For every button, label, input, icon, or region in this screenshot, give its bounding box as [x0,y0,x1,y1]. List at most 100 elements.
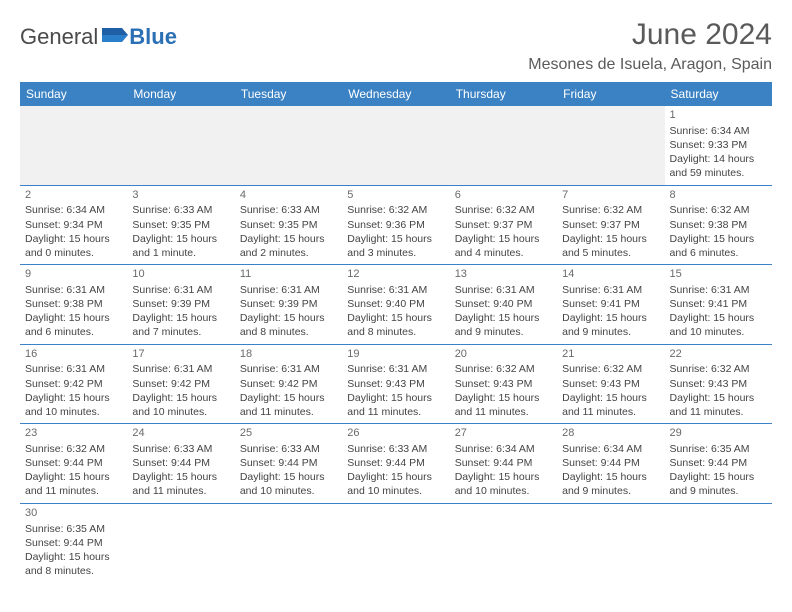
calendar-cell: 25Sunrise: 6:33 AMSunset: 9:44 PMDayligh… [235,424,342,504]
day-number: 18 [240,347,337,362]
calendar-cell: 30Sunrise: 6:35 AMSunset: 9:44 PMDayligh… [20,503,127,582]
sunrise-text: Sunrise: 6:35 AM [25,522,122,536]
day-header: Friday [557,82,664,106]
daylight-text-2: and 1 minute. [132,246,229,260]
header: General Blue June 2024 Mesones de Isuela… [20,18,772,74]
day-number: 1 [670,108,767,123]
calendar-cell: 3Sunrise: 6:33 AMSunset: 9:35 PMDaylight… [127,185,234,265]
day-header: Tuesday [235,82,342,106]
logo: General Blue [20,24,177,50]
sunrise-text: Sunrise: 6:32 AM [455,203,552,217]
day-number: 19 [347,347,444,362]
sunset-text: Sunset: 9:44 PM [347,456,444,470]
day-number: 15 [670,267,767,282]
empty-cell [235,503,342,582]
daylight-text-1: Daylight: 15 hours [347,470,444,484]
daylight-text-1: Daylight: 15 hours [455,232,552,246]
calendar-cell: 27Sunrise: 6:34 AMSunset: 9:44 PMDayligh… [450,424,557,504]
day-number: 17 [132,347,229,362]
calendar-cell: 21Sunrise: 6:32 AMSunset: 9:43 PMDayligh… [557,344,664,424]
daylight-text-2: and 9 minutes. [455,325,552,339]
day-header: Wednesday [342,82,449,106]
sunset-text: Sunset: 9:44 PM [25,536,122,550]
calendar-row: 1Sunrise: 6:34 AMSunset: 9:33 PMDaylight… [20,106,772,185]
calendar-cell: 10Sunrise: 6:31 AMSunset: 9:39 PMDayligh… [127,265,234,345]
calendar-cell: 6Sunrise: 6:32 AMSunset: 9:37 PMDaylight… [450,185,557,265]
sunset-text: Sunset: 9:34 PM [25,218,122,232]
daylight-text-2: and 10 minutes. [347,484,444,498]
empty-cell [342,503,449,582]
calendar-row: 16Sunrise: 6:31 AMSunset: 9:42 PMDayligh… [20,344,772,424]
calendar-cell: 26Sunrise: 6:33 AMSunset: 9:44 PMDayligh… [342,424,449,504]
sunrise-text: Sunrise: 6:31 AM [562,283,659,297]
daylight-text-1: Daylight: 15 hours [240,470,337,484]
daylight-text-1: Daylight: 15 hours [670,470,767,484]
daylight-text-2: and 10 minutes. [240,484,337,498]
sunset-text: Sunset: 9:40 PM [455,297,552,311]
daylight-text-2: and 10 minutes. [670,325,767,339]
day-header: Saturday [665,82,772,106]
calendar-cell: 16Sunrise: 6:31 AMSunset: 9:42 PMDayligh… [20,344,127,424]
sunrise-text: Sunrise: 6:31 AM [455,283,552,297]
day-header: Monday [127,82,234,106]
calendar-cell: 5Sunrise: 6:32 AMSunset: 9:36 PMDaylight… [342,185,449,265]
daylight-text-2: and 11 minutes. [240,405,337,419]
day-number: 4 [240,188,337,203]
daylight-text-2: and 10 minutes. [132,405,229,419]
sunrise-text: Sunrise: 6:33 AM [347,442,444,456]
empty-cell [127,106,234,185]
empty-cell [665,503,772,582]
sunset-text: Sunset: 9:36 PM [347,218,444,232]
calendar-cell: 17Sunrise: 6:31 AMSunset: 9:42 PMDayligh… [127,344,234,424]
day-number: 14 [562,267,659,282]
empty-cell [235,106,342,185]
calendar-cell: 24Sunrise: 6:33 AMSunset: 9:44 PMDayligh… [127,424,234,504]
sunset-text: Sunset: 9:33 PM [670,138,767,152]
day-number: 25 [240,426,337,441]
daylight-text-2: and 9 minutes. [670,484,767,498]
day-header: Sunday [20,82,127,106]
calendar-cell: 28Sunrise: 6:34 AMSunset: 9:44 PMDayligh… [557,424,664,504]
daylight-text-2: and 2 minutes. [240,246,337,260]
empty-cell [557,106,664,185]
calendar-cell: 20Sunrise: 6:32 AMSunset: 9:43 PMDayligh… [450,344,557,424]
sunset-text: Sunset: 9:38 PM [25,297,122,311]
sunrise-text: Sunrise: 6:32 AM [670,362,767,376]
sunrise-text: Sunrise: 6:31 AM [240,362,337,376]
calendar-cell: 13Sunrise: 6:31 AMSunset: 9:40 PMDayligh… [450,265,557,345]
logo-text-2: Blue [129,24,177,50]
sunrise-text: Sunrise: 6:31 AM [347,362,444,376]
daylight-text-2: and 11 minutes. [455,405,552,419]
day-number: 23 [25,426,122,441]
sunset-text: Sunset: 9:37 PM [562,218,659,232]
sunset-text: Sunset: 9:43 PM [670,377,767,391]
daylight-text-2: and 3 minutes. [347,246,444,260]
empty-cell [450,503,557,582]
calendar-cell: 11Sunrise: 6:31 AMSunset: 9:39 PMDayligh… [235,265,342,345]
day-number: 22 [670,347,767,362]
empty-cell [450,106,557,185]
daylight-text-2: and 11 minutes. [132,484,229,498]
daylight-text-1: Daylight: 15 hours [455,311,552,325]
day-number: 16 [25,347,122,362]
daylight-text-2: and 0 minutes. [25,246,122,260]
daylight-text-1: Daylight: 15 hours [670,311,767,325]
day-number: 27 [455,426,552,441]
sunrise-text: Sunrise: 6:32 AM [347,203,444,217]
daylight-text-2: and 8 minutes. [25,564,122,578]
sunrise-text: Sunrise: 6:31 AM [132,362,229,376]
daylight-text-2: and 9 minutes. [562,484,659,498]
calendar-row: 9Sunrise: 6:31 AMSunset: 9:38 PMDaylight… [20,265,772,345]
calendar-cell: 9Sunrise: 6:31 AMSunset: 9:38 PMDaylight… [20,265,127,345]
daylight-text-1: Daylight: 15 hours [132,311,229,325]
sunrise-text: Sunrise: 6:32 AM [670,203,767,217]
day-number: 5 [347,188,444,203]
sunset-text: Sunset: 9:43 PM [347,377,444,391]
daylight-text-1: Daylight: 15 hours [562,391,659,405]
daylight-text-1: Daylight: 14 hours [670,152,767,166]
calendar-cell: 19Sunrise: 6:31 AMSunset: 9:43 PMDayligh… [342,344,449,424]
sunrise-text: Sunrise: 6:32 AM [562,203,659,217]
day-number: 21 [562,347,659,362]
sunrise-text: Sunrise: 6:33 AM [240,442,337,456]
calendar-cell: 1Sunrise: 6:34 AMSunset: 9:33 PMDaylight… [665,106,772,185]
